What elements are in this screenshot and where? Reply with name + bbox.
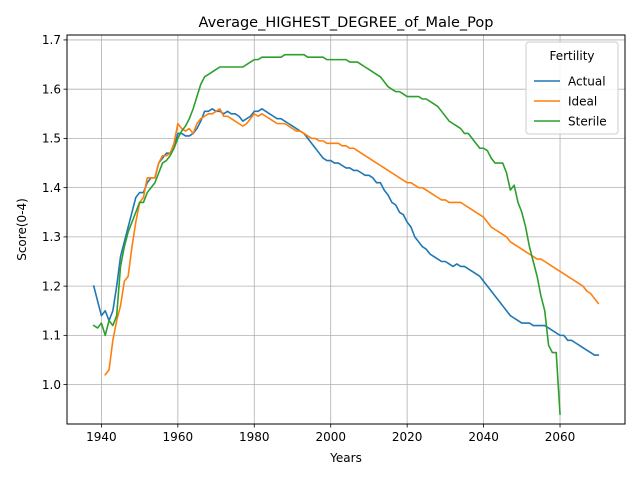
y-tick-label: 1.2 — [42, 279, 61, 293]
y-tick-label: 1.6 — [42, 82, 61, 96]
legend-label-sterile: Sterile — [568, 114, 607, 128]
legend: Fertility Actual Ideal Sterile — [525, 41, 619, 135]
y-axis-label: Score(0-4) — [15, 198, 29, 261]
x-axis-label: Years — [329, 451, 362, 465]
y-tick-label: 1.0 — [42, 378, 61, 392]
chart-title: Average_HIGHEST_DEGREE_of_Male_Pop — [199, 15, 494, 31]
legend-box — [525, 41, 619, 135]
y-tick-label: 1.5 — [42, 132, 61, 146]
plot-frame — [66, 34, 626, 425]
x-tick-label: 1940 — [86, 430, 117, 444]
legend-label-ideal: Ideal — [568, 94, 597, 108]
x-tick-label: 2000 — [315, 430, 346, 444]
series-line-ideal — [104, 108, 600, 376]
x-tick-label: 2060 — [545, 430, 576, 444]
x-tick-label: 1980 — [239, 430, 270, 444]
x-tick-label: 2020 — [392, 430, 423, 444]
y-tick-label: 1.1 — [42, 329, 61, 343]
x-tick-label: 1960 — [163, 430, 194, 444]
y-tick-label: 1.4 — [42, 181, 61, 195]
legend-label-actual: Actual — [568, 74, 606, 88]
y-tick-label: 1.3 — [42, 230, 61, 244]
series-line-actual — [92, 108, 600, 356]
legend-title: Fertility — [549, 49, 594, 63]
x-tick-label: 2040 — [468, 430, 499, 444]
series-lines — [92, 53, 600, 415]
axes: 1940 1960 1980 2000 2020 2040 2060 1.0 1.1 1.2 1.3… — [42, 33, 575, 444]
legend-entries: Actual Ideal Sterile — [534, 74, 607, 128]
series-line-sterile — [92, 53, 561, 415]
y-tick-label: 1.7 — [42, 33, 61, 47]
grid — [67, 35, 625, 424]
